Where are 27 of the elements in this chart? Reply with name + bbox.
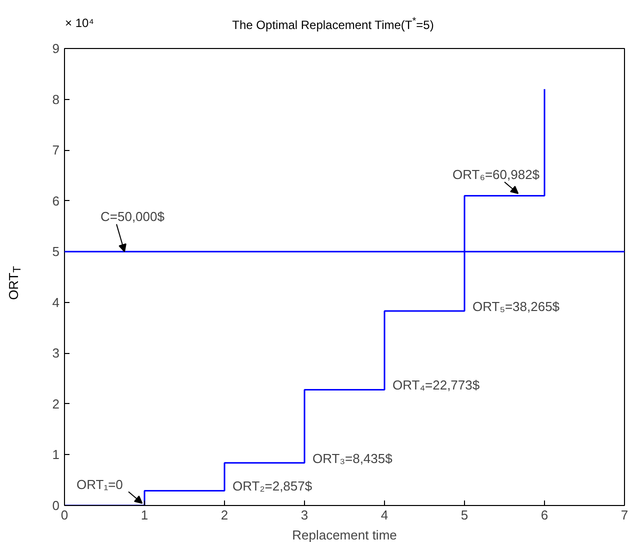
annotation: ORT₃=8,435$ (312, 450, 394, 466)
annotation: ORT₁=0 (76, 476, 123, 492)
y-tick-label: 7 (52, 142, 60, 158)
x-tick-label: 4 (380, 508, 388, 522)
y-tick-label: 6 (52, 193, 60, 208)
y-tick-label: 2 (52, 396, 60, 412)
y-tick-label: 9 (52, 41, 60, 56)
annotation: ORT₄=22,773$ (392, 378, 480, 393)
x-tick-label: 5 (460, 508, 468, 522)
y-tick-label: 5 (52, 244, 60, 260)
y-tick-label: 0 (52, 498, 60, 513)
y-tick-label: 4 (52, 294, 60, 310)
x-axis-title: Replacement time (292, 528, 397, 542)
x-tick-label: 7 (620, 508, 628, 522)
text: × 10⁴ (65, 15, 94, 32)
chart-title: The Optimal Replacement Time(T$^{*}$=5) (232, 16, 434, 32)
y-tick-label: 1 (52, 447, 60, 462)
annotation: ORT₅=38,265$ (472, 298, 560, 314)
x-tick-label: 6 (540, 508, 548, 522)
x-tick-label: 3 (300, 508, 308, 522)
x-tick-label: 1 (140, 508, 148, 522)
annotation: ORT₂=2,857$ (232, 478, 313, 494)
y-tick-label: 3 (52, 346, 60, 361)
annotation: C=50,000$ (100, 209, 166, 224)
y-tick-label: 8 (52, 92, 60, 107)
annotation: ORT₆=60,982$ (452, 167, 540, 182)
x-tick-label: 2 (220, 508, 228, 522)
